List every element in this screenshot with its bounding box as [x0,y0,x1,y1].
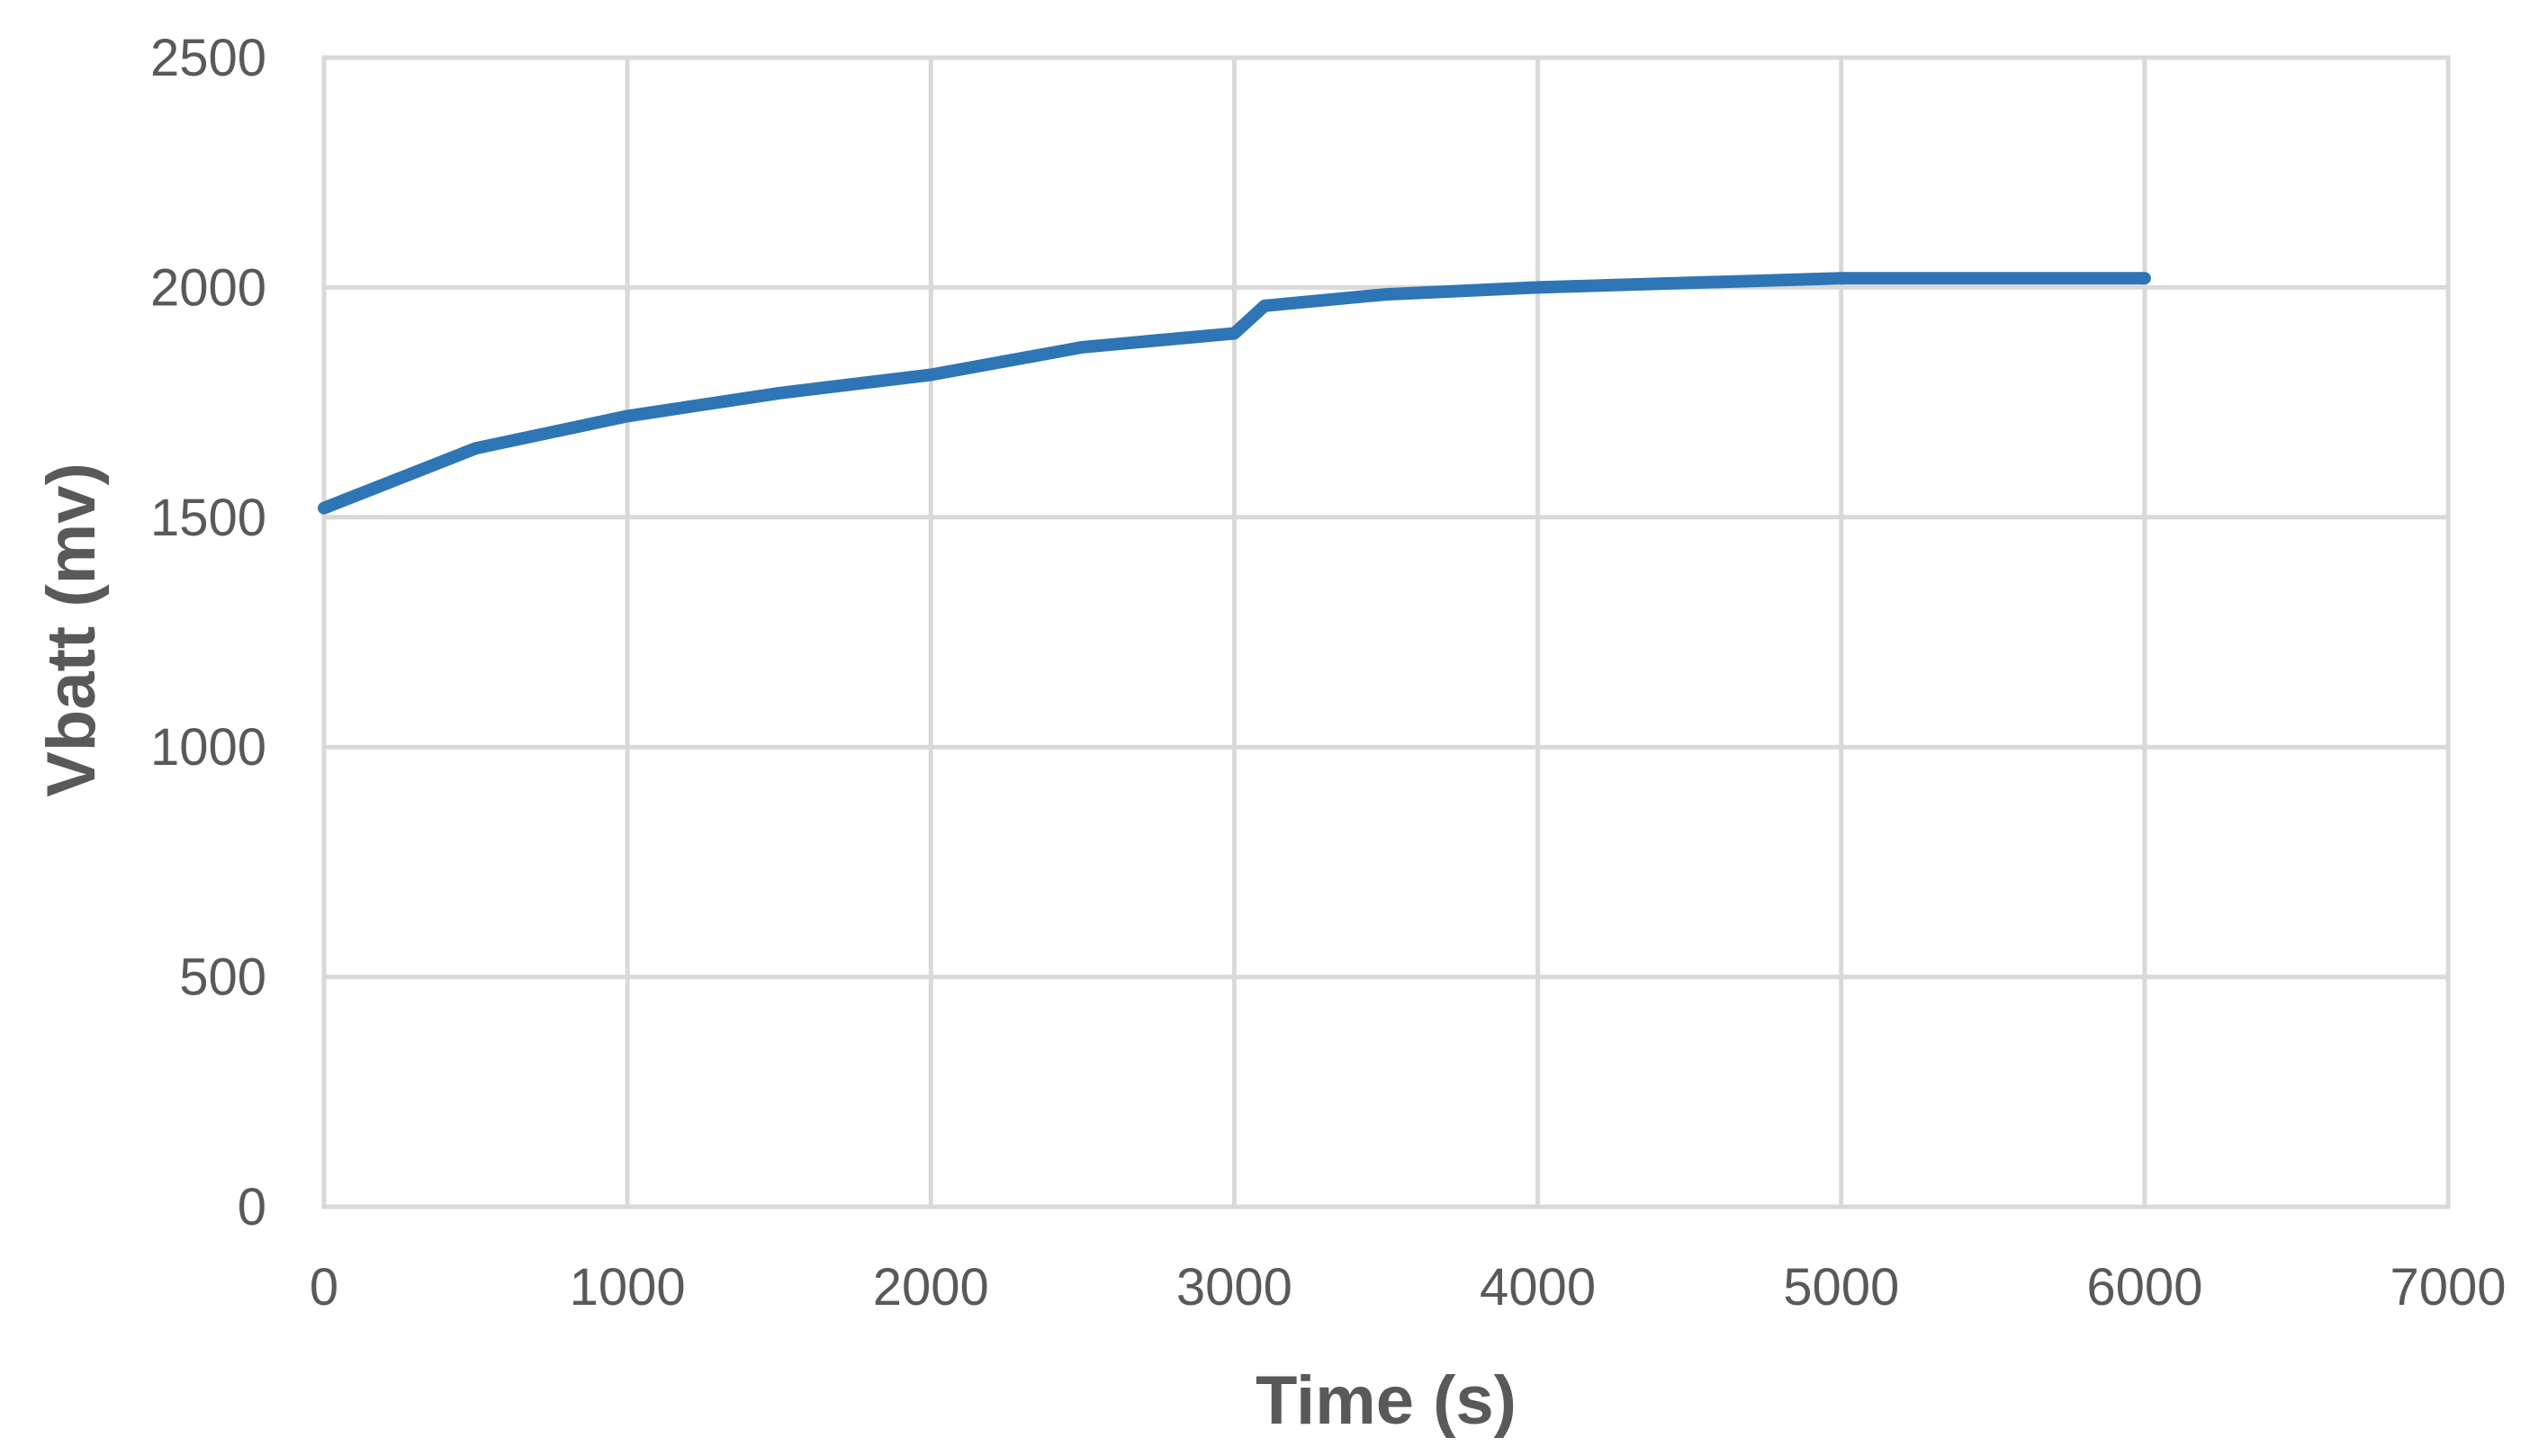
x-tick-label: 5000 [1783,1258,1899,1317]
y-tick-label: 500 [179,948,266,1007]
y-axis-title: Vbatt (mv) [33,463,110,797]
y-tick-label: 1500 [150,489,266,547]
x-tick-label: 4000 [1480,1258,1596,1317]
x-tick-label: 7000 [2390,1258,2506,1317]
y-tick-label: 2000 [150,258,266,317]
y-tick-labels: 0 500 1000 1500 2000 2500 [150,29,266,1236]
grid-layer [321,55,2451,1209]
x-tick-label: 3000 [1176,1258,1292,1317]
x-axis-title: Time (s) [1256,1362,1517,1439]
x-tick-label: 0 [310,1258,338,1317]
plot-area-frame [321,55,2451,1209]
x-tick-label: 6000 [2086,1258,2202,1317]
x-tick-labels: 0 1000 2000 3000 4000 5000 6000 7000 [310,1258,2507,1317]
series-line [318,272,2151,515]
x-tick-label: 1000 [570,1258,686,1317]
x-tick-label: 2000 [873,1258,989,1317]
series-layer [318,272,2151,515]
y-tick-label: 1000 [150,718,266,777]
y-tick-label: 0 [238,1178,266,1236]
y-tick-label: 2500 [150,29,266,87]
